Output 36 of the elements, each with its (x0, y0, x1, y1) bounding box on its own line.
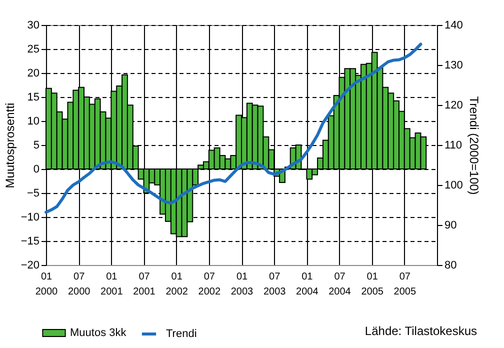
y-tick-label: −15 (20, 236, 40, 248)
x-tick-label: 07 2003 (263, 272, 286, 298)
y-tick-label: 20 (27, 68, 40, 80)
x-tick-label: 01 2002 (166, 272, 188, 298)
y2-tick-label: 80 (444, 260, 457, 272)
x-tick-label: 07 2001 (133, 272, 156, 298)
y-tick-label: 25 (27, 44, 40, 56)
x-tick-label: 01 2003 (230, 272, 254, 298)
y-tick-label: 10 (27, 116, 40, 128)
line-series (44, 42, 422, 214)
x-tick-label: 01 2004 (296, 272, 319, 298)
legend-label: Muutos 3kk (70, 327, 127, 339)
y2-tick-label: 100 (444, 180, 463, 192)
y-tick-label: −20 (20, 260, 40, 272)
y-tick-label: 30 (27, 20, 40, 32)
y-tick-label: 5 (33, 140, 40, 152)
y2-tick-label: 110 (444, 140, 462, 152)
y-tick-label: 15 (27, 92, 40, 104)
y-tick-label: −10 (20, 212, 40, 224)
x-tick-label: 01 2005 (361, 272, 384, 298)
y2-tick-label: 140 (444, 20, 463, 32)
legend-label: Trendi (166, 328, 197, 340)
y2-tick-label: 130 (444, 60, 463, 72)
y2-axis-title: Trendi (2000=100) (466, 96, 481, 195)
x-tick-label: 07 2002 (198, 272, 221, 298)
y-axis-title: Muutosprosentti (2, 102, 17, 188)
y-tick-label: −5 (26, 188, 40, 200)
y2-tick-label: 90 (444, 220, 457, 232)
x-tick-label: 01 2001 (100, 272, 124, 298)
x-tick-label: 07 2005 (394, 272, 416, 298)
text: Lähde: Tilastokeskus (364, 324, 477, 338)
x-tick-label: 07 2000 (68, 272, 91, 298)
x-tick-label: 07 2004 (328, 272, 352, 298)
x-tick-label: 01 2000 (35, 272, 58, 298)
y-tick-label: 0 (33, 164, 40, 176)
y2-tick-label: 120 (444, 100, 463, 112)
